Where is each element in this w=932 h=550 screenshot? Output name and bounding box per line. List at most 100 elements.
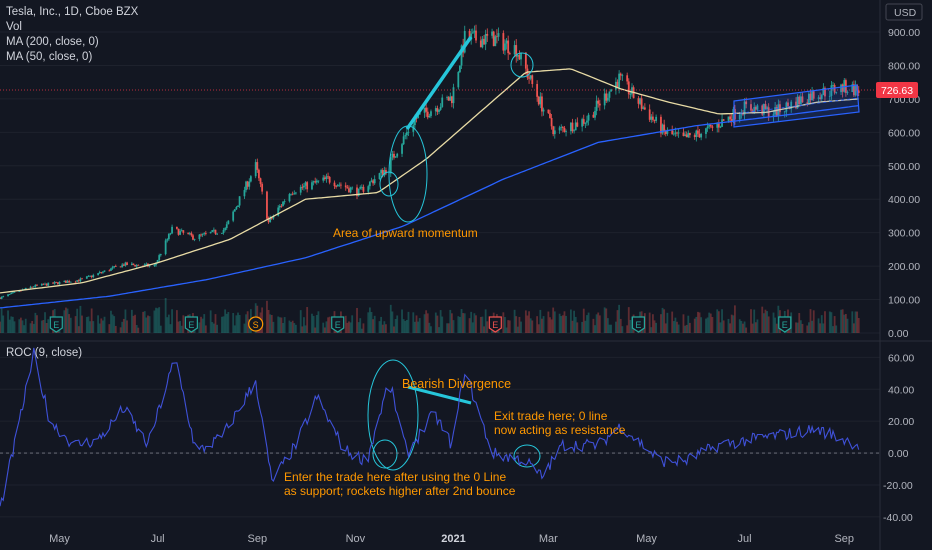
candle-body: [824, 87, 826, 97]
volume-bar: [851, 311, 854, 333]
candle-body: [135, 264, 138, 267]
candle-body: [113, 266, 116, 268]
candle-body: [180, 230, 183, 232]
time-axis-tick: May: [49, 533, 70, 545]
volume-bar: [618, 304, 621, 333]
volume-bar: [684, 325, 686, 333]
volume-bar: [676, 321, 678, 333]
volume-bar: [90, 308, 93, 333]
volume-bar: [653, 320, 656, 333]
volume-bar: [282, 322, 284, 333]
candle-body: [434, 108, 437, 112]
volume-bar: [0, 308, 3, 333]
volume-bar: [666, 312, 669, 333]
volume-bar: [524, 310, 527, 333]
volume-bar: [7, 310, 9, 333]
volume-bar: [373, 315, 376, 333]
roc-legend[interactable]: ROC (9, close): [6, 347, 83, 359]
candle-body: [108, 270, 111, 272]
price-axis-tick: 100.00: [888, 295, 920, 307]
candle-body: [209, 231, 212, 234]
volume-bar: [573, 310, 576, 333]
candle-body: [248, 181, 251, 187]
volume-legend[interactable]: Vol: [6, 21, 22, 33]
candle-body: [148, 265, 151, 267]
volume-bar: [214, 314, 217, 333]
candle-body: [304, 182, 307, 186]
candle-body: [470, 33, 473, 40]
candle-body: [608, 91, 611, 98]
candle-body: [306, 182, 309, 190]
volume-bar: [294, 324, 297, 333]
candle-body: [413, 118, 416, 126]
volume-bar: [13, 321, 16, 333]
volume-bar: [463, 313, 466, 333]
volume-bar: [505, 327, 508, 333]
volume-bar: [711, 316, 714, 333]
volume-bar: [418, 318, 421, 333]
candle-body: [606, 97, 609, 101]
volume-bar: [479, 316, 482, 333]
candle-body: [806, 102, 809, 104]
ma200-legend[interactable]: MA (200, close, 0): [6, 36, 99, 48]
candle-body: [853, 84, 855, 96]
volume-bar: [110, 310, 112, 333]
volume-bar: [87, 316, 90, 333]
volume-bar: [457, 316, 460, 333]
volume-bar: [742, 323, 744, 333]
volume-bar: [774, 317, 777, 333]
volume-bar: [42, 319, 45, 333]
roc-axis-tick: 60.00: [888, 352, 914, 364]
candle-body: [156, 260, 159, 264]
volume-bar: [730, 314, 733, 333]
candle-body: [322, 177, 325, 181]
annotation-enter-2: as support; rockets higher after 2nd bou…: [284, 484, 516, 498]
volume-bar: [581, 321, 584, 333]
volume-bar: [761, 306, 764, 333]
volume-bar: [367, 312, 370, 333]
volume-bar: [470, 311, 473, 333]
candle-body: [312, 181, 315, 183]
volume-bar: [605, 308, 608, 333]
volume-bar: [750, 309, 752, 333]
candle-body: [325, 176, 328, 179]
candle-body: [835, 92, 838, 93]
volume-bar: [688, 322, 691, 333]
volume-bar: [45, 322, 48, 333]
ma50-legend[interactable]: MA (50, close, 0): [6, 51, 93, 63]
volume-bar: [98, 323, 101, 333]
volume-bar: [854, 311, 857, 333]
volume-bar: [582, 308, 585, 333]
currency-box: [885, 3, 923, 21]
candle-body: [249, 176, 252, 182]
candle-body: [201, 233, 204, 235]
annotation-enter-1: Enter the trade here after using the 0 L…: [284, 470, 507, 484]
volume-bar: [200, 316, 202, 333]
volume-bar: [201, 318, 204, 333]
time-axis-tick: Nov: [346, 533, 366, 545]
volume-bar: [615, 321, 617, 333]
candle-body: [53, 282, 56, 284]
candle-body: [85, 276, 88, 279]
symbol-title[interactable]: Tesla, Inc., 1D, Cboe BZX: [6, 6, 139, 18]
volume-bar: [515, 316, 518, 333]
volume-bar: [830, 312, 833, 333]
volume-bar: [526, 315, 529, 333]
candle-body: [558, 127, 561, 131]
volume-bar: [693, 318, 696, 333]
volume-bar: [29, 323, 32, 333]
volume-bar: [232, 312, 235, 333]
candle-body: [293, 193, 296, 195]
volume-bar: [32, 323, 35, 333]
candle-body: [574, 122, 577, 131]
price-axis-tick: 400.00: [888, 194, 920, 206]
candle-body: [338, 184, 341, 186]
candle-body: [211, 230, 214, 232]
candle-body: [134, 264, 136, 267]
volume-bar: [145, 317, 148, 333]
candle-body: [425, 107, 428, 112]
candle-body: [278, 205, 281, 208]
candle-body: [631, 87, 633, 95]
volume-bar: [351, 315, 354, 333]
volume-bar: [608, 324, 611, 333]
